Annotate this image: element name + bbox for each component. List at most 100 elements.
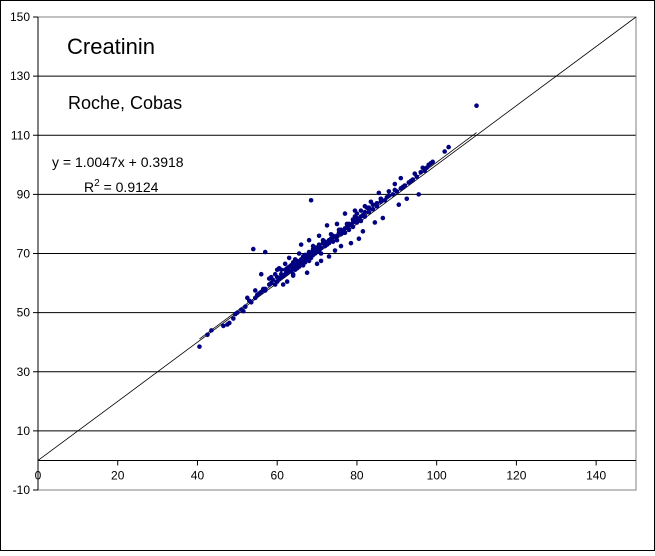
data-point — [294, 258, 300, 264]
data-point — [274, 267, 280, 273]
y-tick-label: 110 — [11, 128, 30, 142]
data-point — [241, 308, 246, 314]
x-tick-label: 80 — [350, 468, 364, 482]
data-point — [346, 223, 352, 228]
data-point — [352, 214, 358, 219]
data-point — [318, 251, 324, 256]
data-point — [420, 165, 426, 171]
data-point — [358, 208, 364, 213]
data-point — [280, 282, 286, 287]
data-point — [392, 181, 398, 187]
data-point — [380, 215, 386, 221]
data-point — [243, 304, 248, 310]
data-point — [428, 161, 433, 166]
data-point — [290, 260, 296, 265]
data-point — [308, 197, 314, 203]
data-point — [298, 242, 304, 247]
data-point — [197, 344, 202, 349]
data-point — [302, 252, 308, 258]
data-point — [360, 229, 366, 234]
data-point — [209, 328, 214, 333]
data-point — [306, 237, 312, 243]
data-point — [358, 218, 364, 224]
data-point — [262, 249, 268, 255]
data-point — [368, 199, 374, 205]
data-point — [248, 299, 254, 305]
data-point — [374, 200, 380, 206]
data-point — [284, 279, 290, 284]
data-point — [410, 177, 416, 182]
y-tick-label: 30 — [17, 365, 31, 379]
data-point — [362, 209, 368, 215]
x-tick-label: 140 — [586, 468, 606, 482]
y-tick-label: 10 — [17, 424, 31, 438]
data-point — [258, 271, 264, 277]
y-tick-label: 70 — [17, 247, 31, 261]
data-point — [396, 202, 402, 208]
data-point — [235, 310, 240, 315]
y-tick-label: 150 — [10, 10, 30, 24]
data-point — [316, 233, 322, 239]
data-point — [231, 316, 236, 321]
x-tick-label: 100 — [427, 468, 447, 482]
data-point — [390, 192, 396, 197]
data-point — [416, 192, 422, 197]
data-point — [272, 271, 278, 277]
data-point — [252, 288, 258, 293]
chart-title: Creatinin — [67, 34, 155, 59]
data-point — [386, 189, 392, 194]
data-point — [221, 323, 226, 329]
data-point — [398, 175, 404, 181]
y-tick-label: 130 — [10, 69, 30, 83]
data-point — [346, 227, 352, 233]
data-point — [286, 255, 292, 261]
data-point — [278, 267, 284, 273]
data-point — [330, 234, 336, 240]
data-point — [336, 227, 342, 233]
x-tick-label: 40 — [191, 468, 205, 482]
data-point — [338, 243, 344, 249]
data-point — [402, 183, 408, 188]
x-tick-label: 120 — [506, 468, 526, 482]
r-squared-superscript: 2 — [94, 178, 100, 189]
data-point — [205, 332, 210, 338]
data-point — [372, 220, 378, 225]
data-point — [318, 258, 324, 264]
data-point — [474, 103, 479, 108]
data-point — [350, 224, 356, 230]
data-point — [288, 264, 294, 270]
data-point — [330, 239, 336, 244]
data-point — [366, 206, 372, 212]
data-point — [296, 251, 302, 256]
data-point — [412, 171, 418, 176]
regression-equation: y = 1.0047x + 0.3918 — [52, 154, 184, 170]
data-point — [348, 240, 354, 246]
data-point — [314, 261, 320, 267]
data-point — [326, 240, 332, 246]
y-tick-label: -10 — [13, 483, 31, 497]
data-point — [334, 237, 340, 243]
data-point — [298, 258, 304, 264]
data-point — [334, 221, 340, 227]
data-point — [446, 144, 451, 150]
data-point — [310, 246, 316, 252]
data-point — [250, 246, 256, 252]
data-point — [245, 295, 250, 301]
data-point — [356, 236, 362, 242]
y-tick-label: 90 — [17, 187, 31, 201]
data-point — [268, 274, 274, 280]
r-squared-prefix: R — [84, 179, 94, 195]
data-point — [326, 254, 332, 259]
data-point — [370, 206, 376, 212]
data-point — [332, 248, 338, 253]
data-point — [378, 196, 384, 202]
r-squared-value: = 0.9124 — [100, 179, 159, 195]
data-point — [418, 169, 424, 175]
data-point — [322, 240, 328, 246]
data-point — [262, 288, 268, 293]
data-point — [342, 211, 348, 216]
data-point — [304, 270, 310, 276]
